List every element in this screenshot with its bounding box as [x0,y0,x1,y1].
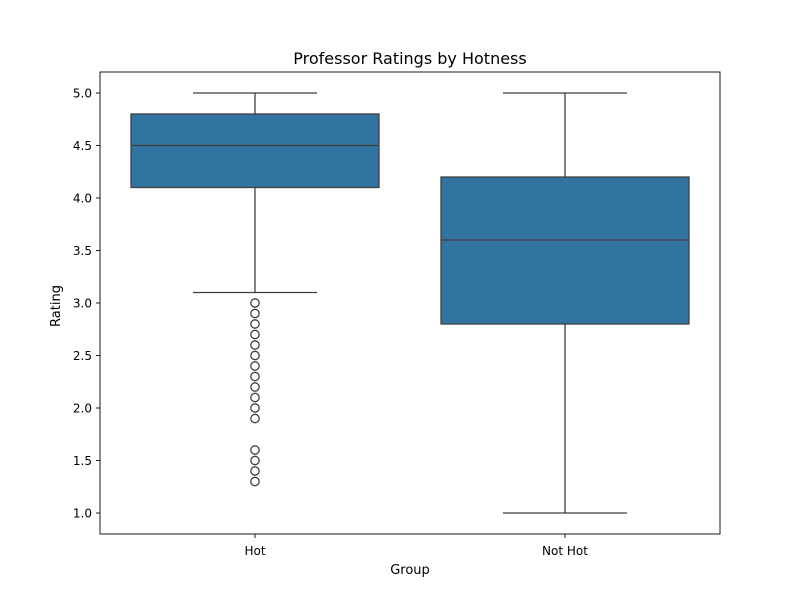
outlier-point [250,413,260,424]
outlier-point [250,361,260,371]
x-tick-label: Hot [244,544,265,558]
outlier-point [250,371,260,382]
y-axis-label: Rating [49,285,64,327]
box-iqr [130,113,380,189]
outlier-point [250,445,260,455]
outlier-point [250,319,260,329]
x-axis-label: Group [390,563,430,578]
y-tick-label: 1.5 [73,454,92,468]
outlier-point [250,350,260,361]
y-tick-label: 3.0 [73,297,92,311]
box-iqr [440,176,690,325]
y-tick-label: 5.0 [73,87,92,101]
y-tick-label: 1.0 [73,507,92,521]
outlier-point [250,455,260,466]
outlier-point [250,403,260,413]
outlier-point [250,476,260,487]
plot-area-frame [99,71,721,535]
y-tick-label: 3.5 [73,244,92,258]
outlier-point [250,298,260,308]
y-tick-label: 2.0 [73,402,92,416]
outlier-point [250,382,260,392]
outlier-point [250,466,260,476]
outlier-point [250,392,260,403]
outlier-point [250,308,260,319]
outlier-point [250,340,260,350]
y-tick-label: 2.5 [73,349,92,363]
x-tick-label: Not Hot [542,544,588,558]
y-tick-label: 4.5 [73,139,92,153]
y-tick-label: 4.0 [73,192,92,206]
outlier-point [250,329,260,340]
chart-title: Professor Ratings by Hotness [293,49,526,68]
